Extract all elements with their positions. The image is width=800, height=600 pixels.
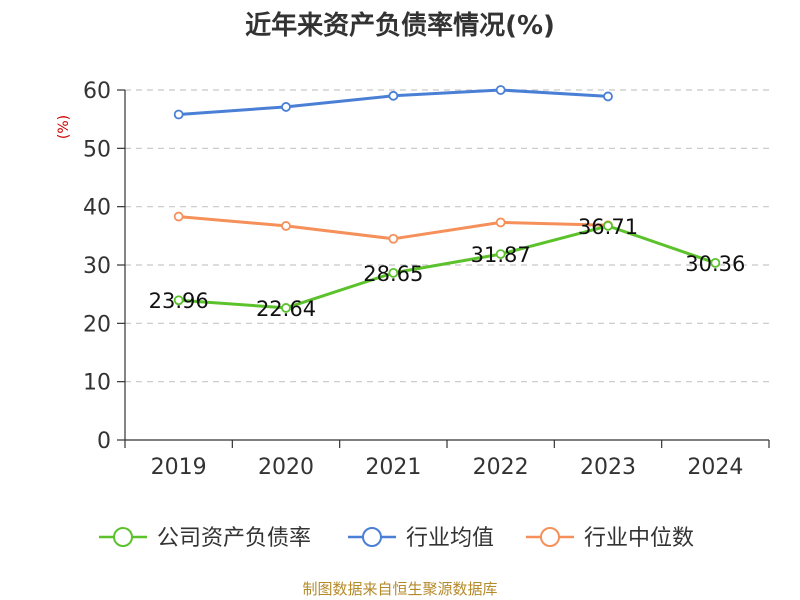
source-note: 制图数据来自恒生聚源数据库 — [302, 580, 497, 598]
data-point — [388, 233, 399, 244]
data-point — [173, 211, 184, 222]
x-tick-label: 2024 — [687, 455, 743, 480]
data-label: 28.65 — [363, 262, 423, 286]
series-lines — [177, 88, 717, 310]
y-tick-label: 20 — [83, 312, 111, 337]
chart-title: 近年来资产负债率情况(%) — [245, 10, 555, 41]
legend-swatch-marker — [362, 527, 382, 547]
data-point — [173, 109, 184, 120]
data-point — [281, 303, 291, 313]
legend-label: 行业中位数 — [584, 526, 694, 551]
axes: 0 10 20 30 40 50 60 2019 2020 2021 2022 2023 2024 — [83, 79, 770, 480]
y-tick-label: 10 — [83, 371, 111, 396]
x-tick-label: 2021 — [365, 455, 421, 480]
x-tick-label: 2023 — [580, 455, 636, 480]
grid-lines — [125, 89, 769, 383]
data-point — [281, 102, 291, 112]
data-labels: 23.96 22.64 28.65 31.87 36.71 30.36 — [149, 215, 746, 321]
data-label: 22.64 — [256, 297, 316, 321]
legend-swatch-marker — [540, 527, 560, 547]
legend-label: 行业均值 — [406, 526, 494, 551]
data-label: 23.96 — [149, 289, 209, 313]
data-label: 36.71 — [578, 215, 638, 239]
data-label: 30.36 — [685, 252, 745, 276]
data-point — [173, 295, 184, 306]
legend-item: 行业均值 — [348, 526, 494, 551]
x-tick-label: 2020 — [258, 455, 314, 480]
data-point — [495, 217, 506, 228]
series-line-0 — [177, 224, 717, 310]
data-point — [603, 220, 613, 231]
y-tick-label: 0 — [97, 429, 111, 454]
legend-item: 行业中位数 — [526, 526, 694, 551]
x-tick-label: 2022 — [473, 455, 529, 480]
y-tick-label: 50 — [83, 137, 111, 162]
y-axis-label: (%) — [56, 115, 72, 139]
y-tick-label: 30 — [83, 254, 111, 279]
legend-label: 公司资产负债率 — [157, 526, 311, 551]
data-point — [710, 257, 721, 268]
legend-item: 公司资产负债率 — [99, 526, 311, 551]
y-tick-label: 40 — [83, 196, 111, 221]
x-tick-label: 2019 — [151, 455, 207, 480]
data-point — [388, 267, 399, 278]
data-label: 31.87 — [471, 243, 531, 267]
legend-swatch-marker — [113, 527, 133, 547]
legend: 公司资产负债率 行业均值 行业中位数 — [99, 526, 694, 551]
data-point — [388, 90, 399, 101]
data-point — [281, 221, 291, 231]
series-points — [173, 85, 721, 313]
data-point — [603, 91, 613, 102]
data-point — [495, 85, 506, 95]
data-point — [495, 249, 506, 259]
y-tick-label: 60 — [83, 79, 111, 104]
